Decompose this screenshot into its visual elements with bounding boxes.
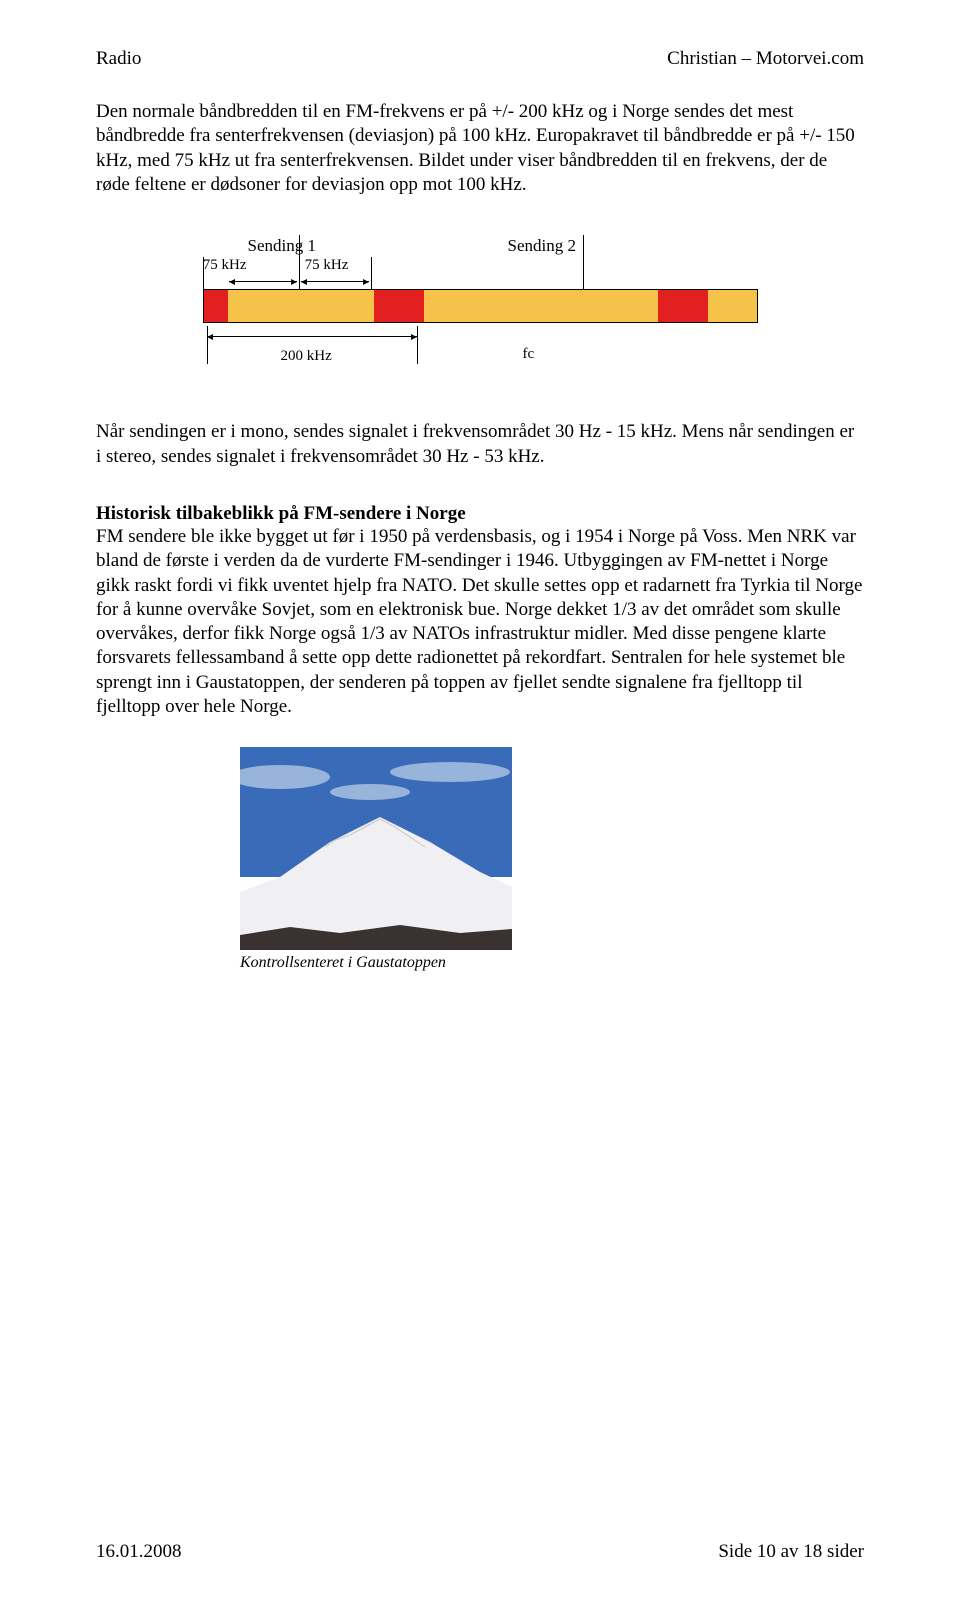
photo-caption: Kontrollsenteret i Gaustatoppen [240, 954, 512, 972]
tick-200-start [207, 326, 208, 364]
diagram-top-arrows [203, 275, 758, 287]
diagram-sending-labels: Sending 1 Sending 2 [203, 237, 758, 254]
arrow-75khz-1 [229, 281, 297, 282]
tick-200-end [417, 326, 418, 364]
deadzone-2 [374, 290, 424, 322]
label-sending-2: Sending 2 [508, 237, 576, 254]
paragraph-2: Når sendingen er i mono, sendes signalet… [96, 420, 864, 469]
label-75khz-left: 75 kHz [203, 258, 251, 273]
label-75khz-right: 75 kHz [303, 258, 351, 273]
diagram-khz-labels: 75 kHz 75 kHz [203, 258, 758, 273]
bandwidth-diagram: Sending 1 Sending 2 75 kHz 75 kHz 200 kH… [203, 237, 758, 368]
page-content: Den normale båndbredden til en FM-frekve… [96, 100, 864, 972]
photo-container: Kontrollsenteret i Gaustatoppen [240, 747, 512, 972]
header-right: Christian – Motorvei.com [667, 48, 864, 70]
deadzone-3 [658, 290, 708, 322]
footer-date: 16.01.2008 [96, 1541, 182, 1563]
diagram-bottom: 200 kHz fc [203, 326, 758, 368]
paragraph-3: FM sendere ble ikke bygget ut før i 1950… [96, 525, 864, 720]
arrow-75khz-2 [301, 281, 369, 282]
paragraph-1: Den normale båndbredden til en FM-frekve… [96, 100, 864, 197]
gaustatoppen-photo [240, 747, 512, 950]
section-heading: Historisk tilbakeblikk på FM-sendere i N… [96, 503, 864, 525]
header-left: Radio [96, 48, 141, 70]
deadzone-1 [204, 290, 228, 322]
arrow-200khz [207, 336, 417, 337]
footer-page-number: Side 10 av 18 sider [718, 1541, 864, 1563]
label-fc: fc [523, 346, 535, 363]
frequency-band [203, 289, 758, 323]
label-sending-1: Sending 1 [248, 237, 508, 254]
label-200khz: 200 kHz [281, 348, 332, 365]
